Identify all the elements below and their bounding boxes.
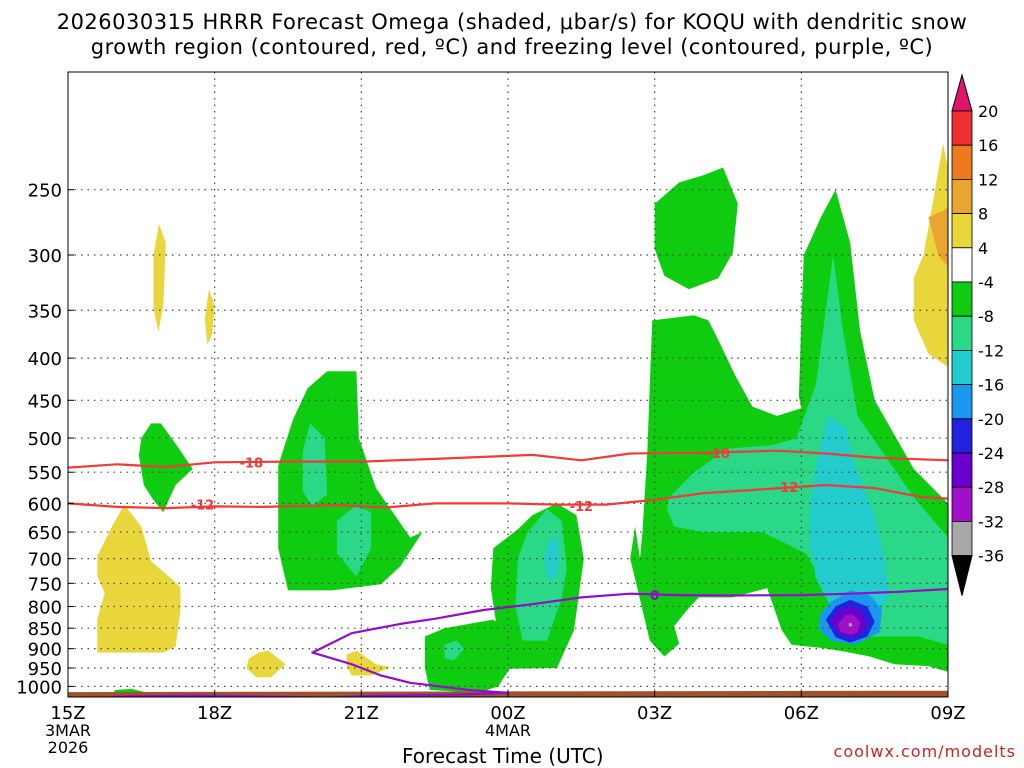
colorbar-bin-13 bbox=[951, 521, 973, 557]
contour-line--12-1 bbox=[68, 483, 948, 510]
omega-region-13 bbox=[424, 619, 523, 693]
colorbar-label-2: 12 bbox=[978, 170, 998, 189]
y-tick-label-300: 300 bbox=[28, 246, 62, 267]
y-tick-label-450: 450 bbox=[28, 391, 62, 412]
colorbar-label-9: -20 bbox=[978, 410, 1004, 429]
colorbar-bin-10 bbox=[951, 418, 973, 454]
colorbar-bin-6 bbox=[951, 281, 973, 317]
omega-region-20 bbox=[808, 415, 890, 624]
y-tick-label-950: 950 bbox=[28, 659, 62, 680]
y-tick-label-650: 650 bbox=[28, 523, 62, 544]
contour-label-1-0: -12 bbox=[191, 499, 215, 514]
site-credit: coolwx.com/modelts bbox=[833, 742, 1016, 761]
x-tick-label-21Z: 21Z bbox=[344, 703, 379, 724]
colorbar-bin-12 bbox=[951, 486, 973, 522]
colorbar-bin-8 bbox=[951, 349, 973, 385]
y-tick-label-250: 250 bbox=[28, 181, 62, 202]
omega-region-7 bbox=[278, 371, 423, 591]
x-tick-sublabel-00Z-0: 4MAR bbox=[485, 721, 531, 740]
y-tick-label-400: 400 bbox=[28, 349, 62, 370]
contour-label-0-1: -18 bbox=[706, 447, 730, 462]
y-tick-label-500: 500 bbox=[28, 429, 62, 450]
colorbar-bin-9 bbox=[951, 384, 973, 420]
omega-region-17 bbox=[544, 534, 560, 581]
y-tick-label-600: 600 bbox=[28, 494, 62, 515]
colorbar-bin-5 bbox=[951, 247, 973, 283]
colorbar-label-7: -12 bbox=[978, 341, 1004, 360]
x-tick-label-06Z: 06Z bbox=[784, 703, 819, 724]
x-tick-sublabel-15Z-0: 3MAR bbox=[45, 721, 91, 740]
colorbar-top-arrow bbox=[951, 73, 973, 112]
colorbar-label-4: 4 bbox=[978, 239, 988, 258]
y-tick-label-900: 900 bbox=[28, 640, 62, 661]
y-tick-label-550: 550 bbox=[28, 463, 62, 484]
omega-region-8 bbox=[302, 423, 328, 507]
colorbar-label-0: 20 bbox=[978, 102, 998, 121]
omega-region-14 bbox=[444, 640, 464, 661]
omega-region-4 bbox=[204, 289, 215, 345]
omega-region-6 bbox=[97, 504, 181, 653]
y-tick-label-350: 350 bbox=[28, 301, 62, 322]
contour-label-2-0: 0 bbox=[650, 589, 659, 604]
colorbar-bin-7 bbox=[951, 315, 973, 351]
y-tick-label-850: 850 bbox=[28, 619, 62, 640]
colorbar-bin-11 bbox=[951, 452, 973, 488]
omega-region-2 bbox=[928, 206, 948, 267]
chart-title-line-1: 2026030315 HRRR Forecast Omega (shaded, … bbox=[56, 10, 968, 34]
plot-area: -18 -18 -12 -12 -12 0 bbox=[68, 72, 948, 697]
x-tick-label-18Z: 18Z bbox=[197, 703, 232, 724]
x-tick-label-03Z: 03Z bbox=[637, 703, 672, 724]
omega-region-0 bbox=[654, 167, 738, 290]
colorbar-bin-3 bbox=[951, 178, 973, 214]
y-tick-label-750: 750 bbox=[28, 574, 62, 595]
omega-region-9 bbox=[336, 505, 372, 577]
colorbar-label-11: -28 bbox=[978, 478, 1004, 497]
contour-label-0-0: -18 bbox=[240, 456, 264, 471]
omega-region-25 bbox=[848, 623, 853, 627]
chart-title-line-2: growth region (contoured, red, ºC) and f… bbox=[90, 35, 934, 59]
omega-region-11 bbox=[346, 650, 391, 676]
x-tick-sublabel-15Z-1: 2026 bbox=[48, 738, 89, 757]
x-tick-label-00Z: 00Z bbox=[490, 703, 525, 724]
colorbar-label-8: -16 bbox=[978, 376, 1004, 395]
x-tick-label-09Z: 09Z bbox=[930, 703, 965, 724]
contour-label-1-2: -12 bbox=[775, 481, 799, 496]
omega-region-1 bbox=[913, 143, 948, 367]
contour-label-1-1: -12 bbox=[570, 500, 594, 515]
omega-region-10 bbox=[246, 650, 286, 678]
y-tick-label-800: 800 bbox=[28, 597, 62, 618]
colorbar-label-10: -24 bbox=[978, 444, 1004, 463]
y-tick-label-1000: 1000 bbox=[16, 677, 62, 698]
x-axis-label: Forecast Time (UTC) bbox=[402, 744, 604, 768]
colorbar-bin-2 bbox=[951, 144, 973, 180]
colorbar-label-13: -36 bbox=[978, 547, 1004, 566]
colorbar-bin-4 bbox=[951, 213, 973, 249]
colorbar-label-1: 16 bbox=[978, 136, 998, 155]
contour-line--18-0 bbox=[68, 449, 948, 469]
y-tick-label-700: 700 bbox=[28, 550, 62, 571]
contour-line-0-2 bbox=[111, 587, 948, 697]
colorbar-label-5: -4 bbox=[978, 273, 994, 292]
colorbar-bin-1 bbox=[951, 110, 973, 146]
colorbar-bottom-arrow bbox=[951, 555, 973, 596]
omega-region-3 bbox=[153, 223, 166, 333]
colorbar-label-3: 8 bbox=[978, 205, 988, 224]
colorbar-label-6: -8 bbox=[978, 307, 994, 326]
colorbar-label-12: -32 bbox=[978, 512, 1004, 531]
x-tick-label-15Z: 15Z bbox=[50, 703, 85, 724]
